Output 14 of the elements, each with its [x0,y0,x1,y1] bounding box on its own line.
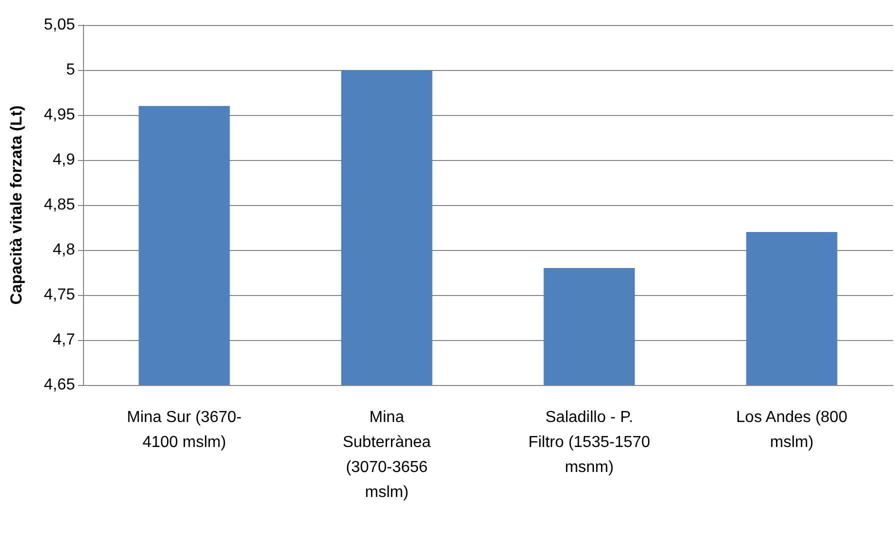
y-tick-label: 4,8 [52,242,76,258]
x-tick-label: Saladillo - P. Filtro (1535-1570 msnm) [528,409,650,476]
x-tick-label: Los Andes (800 mslm) [736,409,848,451]
y-tick-label: 4,85 [44,196,76,214]
y-axis-title: Capacità vitale forzata (Lt) [8,105,26,305]
y-tick-label: 4,95 [44,106,76,124]
y-tick-label: 4,75 [44,286,76,304]
x-tick-label: Mina Subterrànea (3070-3656 mslm) [342,409,431,501]
y-tick-label: 4,65 [44,376,76,394]
y-tick-label: 5 [66,62,76,78]
y-tick-label: 4,9 [52,152,76,168]
y-tick-label: 4,7 [52,332,76,348]
y-tick-label: 5,05 [44,16,76,34]
x-tick-label: Mina Sur (3670- 4100 mslm) [126,409,242,451]
